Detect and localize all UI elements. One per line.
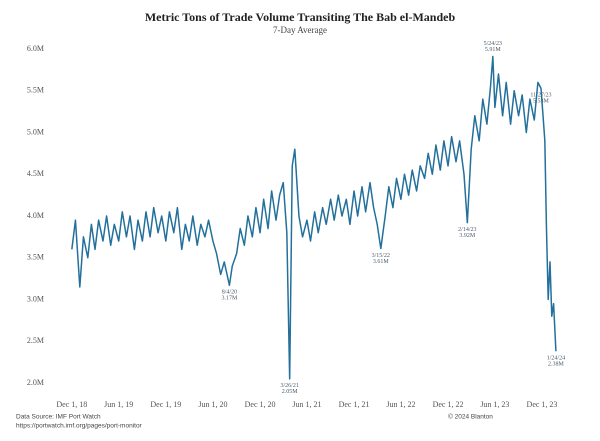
x-tick-label: Jun 1, 19	[104, 400, 133, 409]
chart-title: Metric Tons of Trade Volume Transiting T…	[145, 10, 456, 24]
y-tick-label: 6.0M	[27, 44, 44, 53]
x-tick-label: Dec 1, 23	[527, 400, 558, 409]
source: Data Source: IMF Port Watch	[16, 414, 101, 421]
y-tick-label: 4.5M	[27, 169, 44, 178]
annotation-date: 1/24/24	[547, 356, 565, 362]
x-tick-label: Jun 1, 20	[198, 400, 227, 409]
y-tick-label: 5.5M	[27, 86, 44, 95]
x-tick-label: Dec 1, 19	[150, 400, 181, 409]
x-tick-label: Dec 1, 18	[56, 400, 87, 409]
annotation-value: 2.38M	[548, 362, 565, 368]
annotation-value: 3.17M	[221, 296, 238, 302]
y-tick-label: 3.0M	[27, 294, 44, 303]
annotation-value: 5.91M	[485, 47, 502, 53]
x-tick-label: Jun 1, 22	[386, 400, 415, 409]
y-tick-label: 3.5M	[27, 253, 44, 262]
annotation-date: 8/4/20	[222, 290, 237, 296]
annotation-value: 3.92M	[459, 233, 476, 239]
y-tick-label: 4.0M	[27, 211, 44, 220]
annotation-date: 3/15/22	[372, 253, 390, 259]
annotation-value: 2.05M	[282, 389, 299, 395]
y-tick-label: 2.0M	[27, 378, 44, 387]
x-tick-label: Jun 1, 21	[292, 400, 321, 409]
annotation-date: 2/14/23	[458, 227, 476, 233]
x-tick-label: Dec 1, 21	[339, 400, 370, 409]
copyright: © 2024 Blanton	[448, 413, 493, 421]
annotation-value: 5.53M	[533, 99, 550, 105]
annotation-date: 11/27/23	[530, 93, 551, 99]
y-tick-label: 5.0M	[27, 127, 44, 136]
source-url: https://portwatch.imf.org/pages/port-mon…	[16, 423, 143, 430]
series-line	[71, 55, 557, 380]
annotation-date: 5/24/23	[484, 41, 502, 47]
annotation-value: 3.61M	[373, 259, 390, 265]
annotation-date: 3/26/21	[280, 383, 298, 389]
chart-subtitle: 7-Day Average	[273, 25, 327, 35]
x-tick-label: Dec 1, 20	[245, 400, 276, 409]
y-tick-label: 2.5M	[27, 336, 44, 345]
x-tick-label: Jun 1, 23	[480, 400, 509, 409]
x-tick-label: Dec 1, 22	[433, 400, 464, 409]
